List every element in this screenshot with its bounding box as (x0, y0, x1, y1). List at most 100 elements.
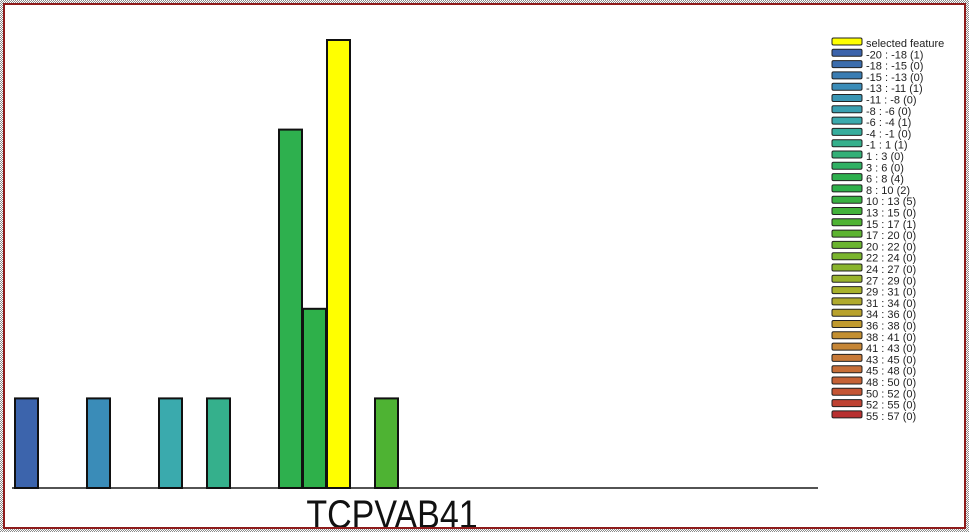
legend-swatch (831, 173, 863, 182)
legend-item-bin-21: 29 : 31 (0) (831, 286, 916, 299)
legend-item-bin-8: -1 : 1 (1) (831, 139, 908, 152)
legend-label: -4 : -1 (0) (866, 128, 911, 140)
legend-label: 10 : 13 (5) (866, 196, 916, 208)
legend-label: 22 : 24 (0) (866, 253, 916, 265)
legend-item-bin-0: -20 : -18 (1) (831, 48, 923, 61)
legend-swatch (831, 387, 863, 396)
legend-swatch (831, 195, 863, 204)
legend-item-bin-26: 41 : 43 (0) (831, 342, 916, 355)
legend-swatch (831, 365, 863, 374)
legend-label: 31 : 34 (0) (866, 298, 916, 310)
legend-item-bin-22: 31 : 34 (0) (831, 297, 916, 310)
legend-item-bin-2: -15 : -13 (0) (831, 71, 923, 84)
legend-label: -11 : -8 (0) (866, 95, 917, 107)
legend-swatch (831, 286, 863, 295)
legend-label: selected feature (866, 38, 944, 50)
legend-label: 55 : 57 (0) (866, 411, 916, 423)
chart-frame: TCPVAB41 selected feature -20 : -18 (1) -1… (3, 3, 966, 529)
legend-swatch (831, 320, 863, 328)
legend-item-bin-6: -6 : -4 (1) (831, 116, 911, 129)
legend-label: 43 : 45 (0) (866, 354, 916, 366)
bar-bin-12 (302, 307, 327, 489)
legend-swatch (831, 161, 863, 170)
legend-swatch (831, 252, 863, 261)
legend-item-selected-feature: selected feature (831, 37, 944, 50)
legend-swatch (831, 139, 863, 148)
legend-item-bin-23: 34 : 36 (0) (831, 308, 916, 321)
bar-bin-15 (374, 397, 399, 489)
legend-label: 15 : 17 (1) (866, 219, 916, 231)
legend-label: -13 : -11 (1) (866, 83, 923, 95)
legend-swatch (831, 105, 863, 114)
legend-swatch (831, 94, 863, 102)
legend-item-bin-27: 43 : 45 (0) (831, 353, 916, 366)
legend-label: 6 : 8 (4) (866, 174, 904, 186)
legend-item-bin-10: 3 : 6 (0) (831, 161, 904, 174)
legend-swatch (831, 127, 863, 136)
bar-bin-11 (278, 128, 303, 489)
legend-item-bin-19: 24 : 27 (0) (831, 263, 916, 276)
bar-selected-feature (326, 39, 351, 489)
legend-item-bin-31: 52 : 55 (0) (831, 399, 916, 412)
legend-label: 50 : 52 (0) (866, 388, 916, 400)
legend-label: 20 : 22 (0) (866, 241, 916, 253)
legend-label: -20 : -18 (1) (866, 49, 923, 61)
legend-item-bin-9: 1 : 3 (0) (831, 150, 904, 163)
legend-swatch (831, 263, 863, 272)
legend-swatch (831, 71, 863, 80)
legend-item-bin-20: 27 : 29 (0) (831, 274, 916, 287)
bars-group (14, 39, 399, 489)
legend-item-bin-12: 8 : 10 (2) (831, 184, 910, 197)
legend-label: -18 : -15 (0) (866, 61, 923, 73)
legend-label: -6 : -4 (1) (866, 117, 911, 129)
histogram-chart: TCPVAB41 selected feature-20 : -18 (1)-1… (12, 37, 944, 527)
legend-item-bin-3: -13 : -11 (1) (831, 82, 923, 95)
legend-label: 1 : 3 (0) (866, 151, 904, 163)
legend-label: 3 : 6 (0) (866, 162, 904, 174)
legend-label: 38 : 41 (0) (866, 332, 916, 344)
legend-label: 27 : 29 (0) (866, 275, 916, 287)
legend-item-bin-28: 45 : 48 (0) (831, 365, 916, 378)
legend-item-bin-11: 6 : 8 (4) (831, 173, 904, 186)
legend-label: 45 : 48 (0) (866, 366, 916, 378)
legend-label: 8 : 10 (2) (866, 185, 910, 197)
legend-swatch (831, 207, 863, 215)
legend-item-bin-29: 48 : 50 (0) (831, 376, 916, 389)
bar-bin-8 (206, 397, 231, 489)
legend-swatch (831, 240, 863, 249)
legend-item-bin-14: 13 : 15 (0) (831, 207, 916, 220)
legend-swatch (831, 48, 863, 57)
legend-label: 24 : 27 (0) (866, 264, 916, 276)
legend: selected feature-20 : -18 (1)-18 : -15 (… (831, 37, 944, 423)
legend-swatch (831, 308, 863, 317)
bar-bin-0 (14, 397, 39, 489)
legend-label: 13 : 15 (0) (866, 208, 916, 220)
legend-swatch (831, 376, 863, 385)
legend-item-bin-17: 20 : 22 (0) (831, 240, 916, 253)
legend-swatch (831, 60, 863, 69)
legend-item-bin-32: 55 : 57 (0) (831, 410, 916, 423)
legend-item-bin-18: 22 : 24 (0) (831, 252, 916, 265)
legend-swatch (831, 82, 863, 91)
legend-item-bin-1: -18 : -15 (0) (831, 60, 923, 73)
legend-swatch (831, 116, 863, 125)
legend-item-bin-5: -8 : -6 (0) (831, 105, 911, 118)
legend-swatch (831, 399, 863, 408)
legend-swatch (831, 218, 863, 227)
legend-label: 52 : 55 (0) (866, 400, 916, 412)
bar-bin-6 (158, 397, 183, 489)
legend-swatch (831, 274, 863, 283)
legend-swatch (831, 297, 863, 306)
legend-item-bin-16: 17 : 20 (0) (831, 229, 916, 242)
legend-swatch (831, 353, 863, 362)
legend-label: 29 : 31 (0) (866, 287, 916, 299)
legend-item-bin-7: -4 : -1 (0) (831, 127, 911, 140)
legend-swatch (831, 410, 863, 419)
legend-item-bin-13: 10 : 13 (5) (831, 195, 916, 208)
legend-label: 36 : 38 (0) (866, 321, 916, 333)
legend-swatch (831, 184, 863, 193)
legend-label: 41 : 43 (0) (866, 343, 916, 355)
legend-swatch (831, 229, 863, 238)
legend-item-bin-15: 15 : 17 (1) (831, 218, 916, 231)
legend-swatch (831, 37, 863, 46)
